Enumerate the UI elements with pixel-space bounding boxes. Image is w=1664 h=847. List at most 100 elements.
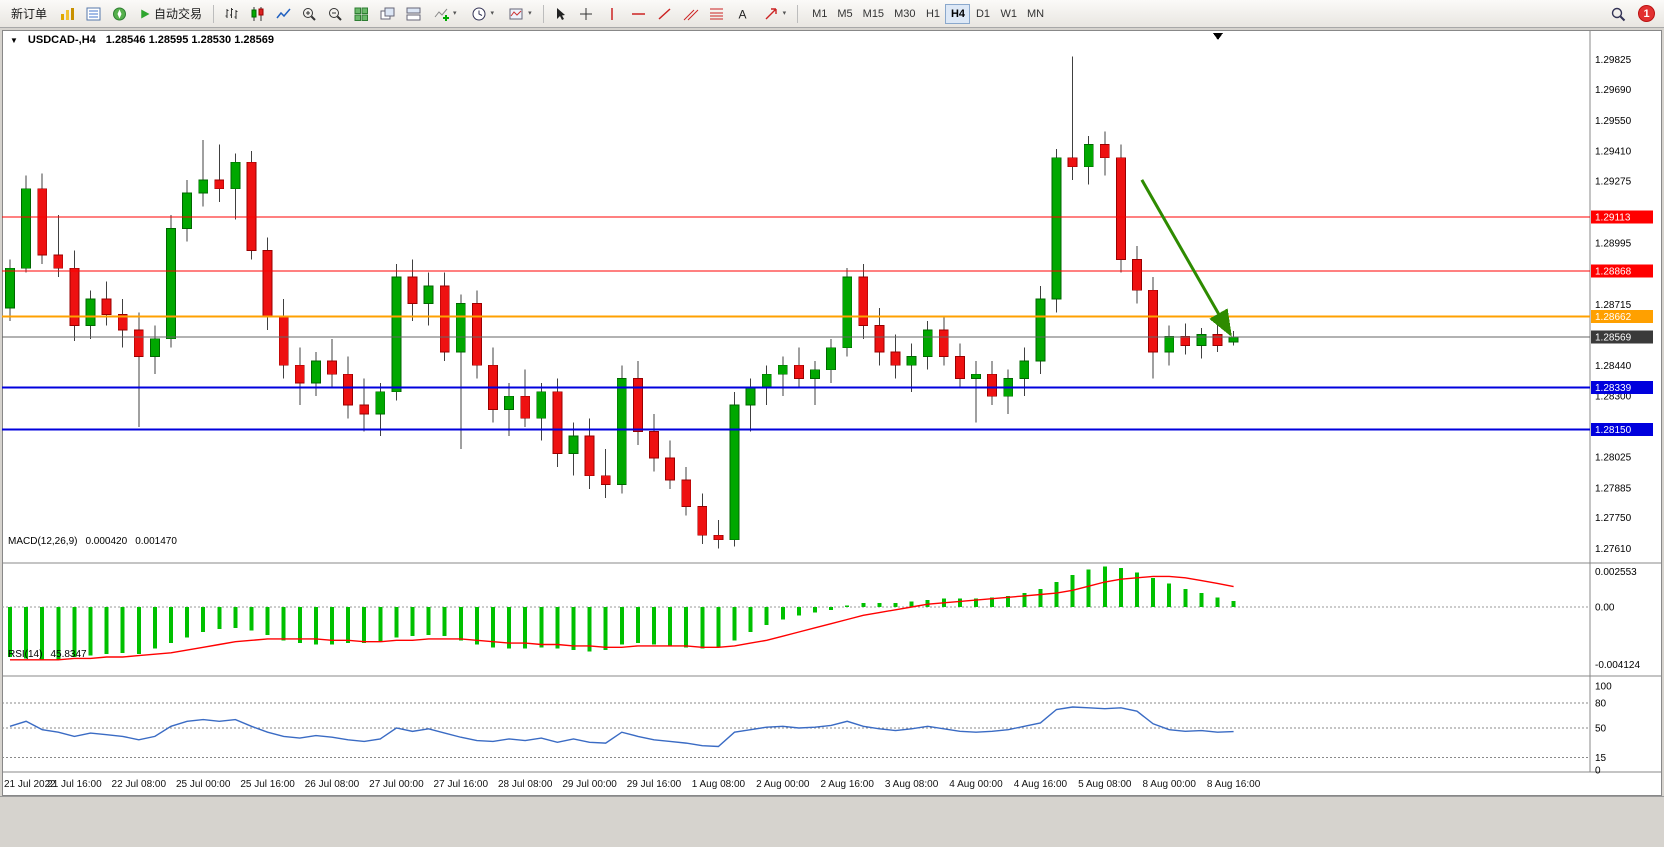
- tab-timeframe-D1[interactable]: D1: [975, 7, 990, 20]
- svg-text:4 Aug 16:00: 4 Aug 16:00: [1014, 779, 1068, 790]
- vertical-line-icon: [611, 7, 613, 20]
- svg-text:25 Jul 00:00: 25 Jul 00:00: [176, 779, 231, 790]
- cascade-windows-button[interactable]: [375, 3, 399, 25]
- svg-text:50: 50: [1595, 724, 1607, 735]
- tile-windows-button[interactable]: [349, 3, 373, 25]
- svg-text:1.27610: 1.27610: [1595, 544, 1632, 555]
- search-icon: [1611, 7, 1625, 21]
- navigator-button[interactable]: [107, 3, 131, 25]
- new-order-button[interactable]: 新订单: [5, 3, 53, 25]
- trend-arrow[interactable]: [1140, 179, 1232, 338]
- bar-chart-mode-button[interactable]: [219, 3, 243, 25]
- main-toolbar: 新订单 自动交易 ▾ ▾: [0, 0, 1664, 28]
- autotrade-button[interactable]: 自动交易: [133, 3, 208, 25]
- svg-text:1.28662: 1.28662: [1595, 312, 1632, 323]
- autotrade-play-icon: [141, 9, 150, 18]
- svg-text:0.00: 0.00: [1595, 603, 1615, 614]
- notification-badge[interactable]: 1: [1638, 5, 1655, 22]
- chevron-down-icon: ▾: [490, 10, 495, 17]
- svg-text:25 Jul 16:00: 25 Jul 16:00: [240, 779, 295, 790]
- chevron-down-icon: ▾: [782, 10, 787, 17]
- horizontal-lines-layer: [2, 216, 1590, 431]
- toolbar-separator: [213, 4, 215, 23]
- tab-timeframe-M15[interactable]: M15: [862, 7, 885, 20]
- price-axis-labels[interactable]: 1.29825 1.29690 1.29550 1.29410 1.29275 1.289…: [1595, 55, 1632, 555]
- tile-windows-icon: [354, 7, 368, 21]
- arrange-windows-button[interactable]: [401, 3, 425, 25]
- text-tool-button[interactable]: A: [731, 3, 755, 25]
- tab-timeframe-M30[interactable]: M30: [894, 7, 916, 20]
- chevron-down-icon: ▾: [453, 10, 457, 17]
- tab-timeframe-M1[interactable]: M1: [812, 7, 828, 20]
- svg-text:1.28300: 1.28300: [1595, 392, 1632, 403]
- macd-panel: 0.002553 0.00 -0.004124: [2, 566, 1640, 671]
- cascade-windows-icon: [380, 7, 395, 19]
- svg-text:1.28569: 1.28569: [1595, 332, 1632, 343]
- autotrade-label: 自动交易: [154, 7, 203, 21]
- svg-text:1.28025: 1.28025: [1595, 452, 1632, 463]
- svg-text:1 Aug 08:00: 1 Aug 08:00: [692, 779, 746, 790]
- svg-text:1.29825: 1.29825: [1595, 55, 1632, 66]
- zoom-out-button[interactable]: [323, 3, 347, 25]
- cursor-tool-button[interactable]: [549, 3, 573, 25]
- tab-timeframe-W1[interactable]: W1: [1000, 7, 1017, 20]
- indicators-button[interactable]: ▾: [427, 3, 463, 25]
- template-icon: [509, 8, 523, 19]
- data-window-button[interactable]: [81, 3, 105, 25]
- tab-timeframe-MN[interactable]: MN: [1026, 7, 1045, 20]
- candles-layer: [5, 56, 1239, 549]
- new-order-label: 新订单: [11, 7, 48, 21]
- templates-button[interactable]: ▾: [502, 3, 538, 25]
- horizontal-line-tool-button[interactable]: [627, 3, 651, 25]
- periods-button[interactable]: ▾: [465, 3, 501, 25]
- candlestick-chart-icon: [251, 6, 264, 21]
- svg-text:2 Aug 16:00: 2 Aug 16:00: [821, 779, 875, 790]
- zoom-in-button[interactable]: [297, 3, 321, 25]
- tab-timeframe-M5[interactable]: M5: [837, 7, 853, 20]
- vertical-line-tool-button[interactable]: [601, 3, 625, 25]
- svg-text:80: 80: [1595, 698, 1607, 709]
- current-bar-marker: [1213, 33, 1223, 40]
- candlestick-mode-button[interactable]: [245, 3, 269, 25]
- svg-text:8 Aug 00:00: 8 Aug 00:00: [1143, 779, 1197, 790]
- svg-text:1.29275: 1.29275: [1595, 177, 1632, 188]
- svg-text:8 Aug 16:00: 8 Aug 16:00: [1207, 779, 1261, 790]
- market-watch-button[interactable]: [55, 3, 79, 25]
- svg-text:29 Jul 00:00: 29 Jul 00:00: [562, 779, 617, 790]
- svg-text:1.29113: 1.29113: [1595, 212, 1631, 223]
- svg-text:1.28339: 1.28339: [1595, 383, 1632, 394]
- line-chart-mode-button[interactable]: [271, 3, 295, 25]
- svg-text:1.29550: 1.29550: [1595, 116, 1632, 127]
- chevron-down-icon: ▾: [528, 10, 532, 17]
- channel-tool-button[interactable]: [679, 3, 703, 25]
- svg-text:5 Aug 08:00: 5 Aug 08:00: [1078, 779, 1132, 790]
- clock-icon: [472, 7, 486, 20]
- fibonacci-tool-button[interactable]: [705, 3, 729, 25]
- add-indicator-icon: [434, 8, 450, 21]
- svg-text:3 Aug 08:00: 3 Aug 08:00: [885, 779, 939, 790]
- channel-icon: [683, 9, 699, 20]
- toolbar-separator: [797, 4, 799, 23]
- arrows-tool-button[interactable]: ▾: [757, 3, 793, 25]
- crosshair-tool-button[interactable]: [575, 3, 599, 25]
- svg-text:1.27750: 1.27750: [1595, 513, 1632, 524]
- tab-timeframe-H4[interactable]: H4: [945, 3, 971, 24]
- crosshair-icon: [580, 7, 593, 20]
- data-window-icon: [86, 7, 101, 20]
- svg-text:1.29410: 1.29410: [1595, 147, 1632, 158]
- svg-text:15: 15: [1595, 753, 1607, 764]
- svg-text:A: A: [739, 7, 747, 21]
- bar-chart-icon: [225, 7, 238, 19]
- tab-timeframe-H1[interactable]: H1: [925, 7, 940, 20]
- chart-canvas[interactable]: 0.0025530.00-0.00412410080501501.298251.…: [2, 30, 1662, 796]
- svg-text:28 Jul 08:00: 28 Jul 08:00: [498, 779, 553, 790]
- svg-text:22 Jul 08:00: 22 Jul 08:00: [112, 779, 167, 790]
- trendline-tool-button[interactable]: [653, 3, 677, 25]
- svg-text:27 Jul 00:00: 27 Jul 00:00: [369, 779, 424, 790]
- svg-text:26 Jul 08:00: 26 Jul 08:00: [305, 779, 360, 790]
- svg-text:0: 0: [1595, 766, 1601, 777]
- svg-text:1.28868: 1.28868: [1595, 266, 1632, 277]
- search-button[interactable]: [1606, 3, 1630, 25]
